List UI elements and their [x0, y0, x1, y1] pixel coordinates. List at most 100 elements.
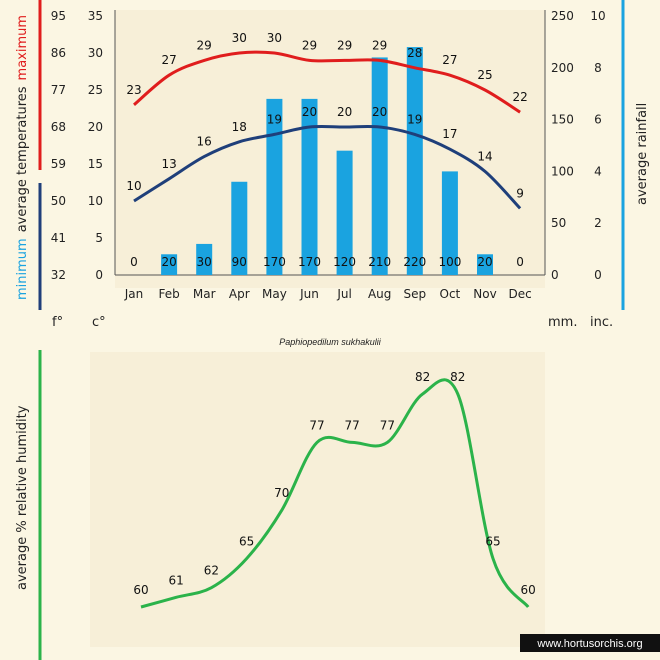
- maximum-value-label: 28: [407, 46, 422, 60]
- maximum-value-label: 23: [126, 83, 141, 97]
- rainfall-value-labels: 0 20 30 90 170 170 120 210 220 100 20 0: [130, 255, 524, 269]
- month-tick-label: Aug: [368, 287, 391, 301]
- maximum-value-label: 25: [477, 68, 492, 82]
- month-tick-label: Feb: [158, 287, 179, 301]
- celsius-tick-labels: 35 30 25 20 15 10 5 0: [88, 9, 103, 282]
- maximum-value-label: 30: [232, 31, 247, 45]
- rainfall-value-label: 210: [368, 255, 391, 269]
- rainfall-value-label: 20: [161, 255, 176, 269]
- maximum-value-label: 29: [337, 38, 352, 52]
- rainfall-bars: [161, 47, 493, 275]
- rainfall-bar: [161, 254, 178, 275]
- mm-tick-label: 100: [551, 164, 574, 178]
- average-temperatures-label: average temperatures: [15, 86, 30, 232]
- mm-tick-label: 250: [551, 9, 574, 23]
- maximum-value-label: 27: [442, 53, 457, 67]
- unit-inch: inc.: [590, 315, 613, 330]
- minimum-value-label: 20: [372, 105, 387, 119]
- inch-tick-labels: 10 8 6 4 2 0: [590, 9, 605, 282]
- humidity-line: [140, 378, 530, 609]
- humidity-value-label: 77: [309, 418, 324, 432]
- inch-tick-label: 8: [594, 61, 602, 75]
- mm-tick-label: 50: [551, 216, 566, 230]
- celsius-tick-label: 15: [88, 157, 103, 171]
- humidity-value-label: 82: [450, 370, 465, 384]
- top-plot-panel: [115, 10, 545, 288]
- minimum-value-label: 16: [197, 135, 212, 149]
- temperature-axis-title: minimum average temperatures maximum: [15, 15, 30, 300]
- rainfall-bar: [196, 243, 213, 275]
- humidity-plot-panel: [90, 352, 545, 647]
- fahrenheit-tick-label: 59: [51, 157, 66, 171]
- minimum-value-label: 10: [126, 179, 141, 193]
- rainfall-bar: [231, 181, 248, 275]
- month-tick-label: Oct: [440, 287, 461, 301]
- mm-tick-label: 150: [551, 113, 574, 127]
- fahrenheit-tick-labels: 95 86 77 68 59 50 41 32: [51, 9, 66, 282]
- inch-tick-label: 2: [594, 216, 602, 230]
- rainfall-value-label: 30: [197, 255, 212, 269]
- humidity-value-label: 70: [274, 486, 289, 500]
- humidity-value-label: 77: [345, 418, 360, 432]
- humidity-value-label: 77: [380, 418, 395, 432]
- maximum-temperature-line: [133, 50, 521, 114]
- humidity-value-label: 65: [239, 535, 254, 549]
- rainfall-value-label: 20: [477, 255, 492, 269]
- rainfall-value-label: 0: [130, 255, 138, 269]
- month-tick-label: Dec: [508, 287, 531, 301]
- unit-fahrenheit: f°: [52, 315, 63, 330]
- rainfall-bar: [336, 150, 353, 275]
- maximum-value-label: 29: [302, 38, 317, 52]
- fahrenheit-tick-label: 95: [51, 9, 66, 23]
- mm-tick-labels: 250 200 150 100 50 0: [551, 9, 574, 282]
- unit-celsius: c°: [92, 315, 106, 330]
- watermark-background: [520, 634, 660, 652]
- rainfall-value-label: 170: [298, 255, 321, 269]
- fahrenheit-tick-label: 50: [51, 194, 66, 208]
- maximum-value-label: 22: [512, 90, 527, 104]
- month-tick-labels: Jan Feb Mar Apr May Jun Jul Aug Sep Oct Nov Dec: [124, 287, 532, 301]
- rainfall-value-label: 120: [333, 255, 356, 269]
- month-tick-label: Nov: [473, 287, 496, 301]
- fahrenheit-tick-label: 68: [51, 120, 66, 134]
- inch-tick-label: 4: [594, 164, 602, 178]
- maximum-value-label: 29: [372, 38, 387, 52]
- humidity-value-label: 65: [485, 535, 500, 549]
- minimum-value-label: 20: [302, 105, 317, 119]
- month-tick-label: Jan: [124, 287, 144, 301]
- unit-mm: mm.: [548, 315, 577, 330]
- minimum-value-label: 9: [516, 186, 524, 200]
- humidity-axis-title: average % relative humidity: [15, 405, 30, 590]
- minimum-value-label: 19: [407, 112, 422, 126]
- minimum-value-label: 14: [477, 149, 492, 163]
- inch-tick-label: 10: [590, 9, 605, 23]
- maximum-value-label: 30: [267, 31, 282, 45]
- celsius-tick-label: 35: [88, 9, 103, 23]
- month-tick-label: May: [262, 287, 287, 301]
- rainfall-axis-title: average rainfall: [635, 103, 650, 205]
- rainfall-value-label: 220: [403, 255, 426, 269]
- humidity-value-label: 62: [204, 564, 219, 578]
- minimum-value-label: 18: [232, 120, 247, 134]
- maximum-value-label: 27: [161, 53, 176, 67]
- rainfall-bar: [266, 98, 283, 275]
- chart-title: Paphiopedilum sukhakulii: [279, 337, 382, 347]
- inch-tick-label: 6: [594, 113, 602, 127]
- maximum-label: maximum: [15, 15, 30, 81]
- rainfall-bar: [477, 254, 493, 275]
- rainfall-bar: [371, 57, 388, 275]
- maximum-value-labels: 23 27 29 30 30 29 29 29 28 27 25 22: [126, 31, 527, 104]
- rainfall-bar: [301, 98, 318, 275]
- humidity-value-labels: 60 61 62 65 70 77 77 77 82 82 65 60: [133, 370, 535, 597]
- rainfall-value-label: 100: [438, 255, 461, 269]
- rainfall-bar: [406, 47, 423, 275]
- minimum-temperature-line: [133, 124, 522, 210]
- humidity-value-label: 61: [169, 573, 184, 587]
- fahrenheit-tick-label: 41: [51, 231, 66, 245]
- fahrenheit-tick-label: 32: [51, 268, 66, 282]
- watermark-text: www.hortusorchis.org: [536, 638, 642, 650]
- month-tick-label: Jul: [336, 287, 351, 301]
- rainfall-value-label: 90: [232, 255, 247, 269]
- fahrenheit-tick-label: 77: [51, 83, 66, 97]
